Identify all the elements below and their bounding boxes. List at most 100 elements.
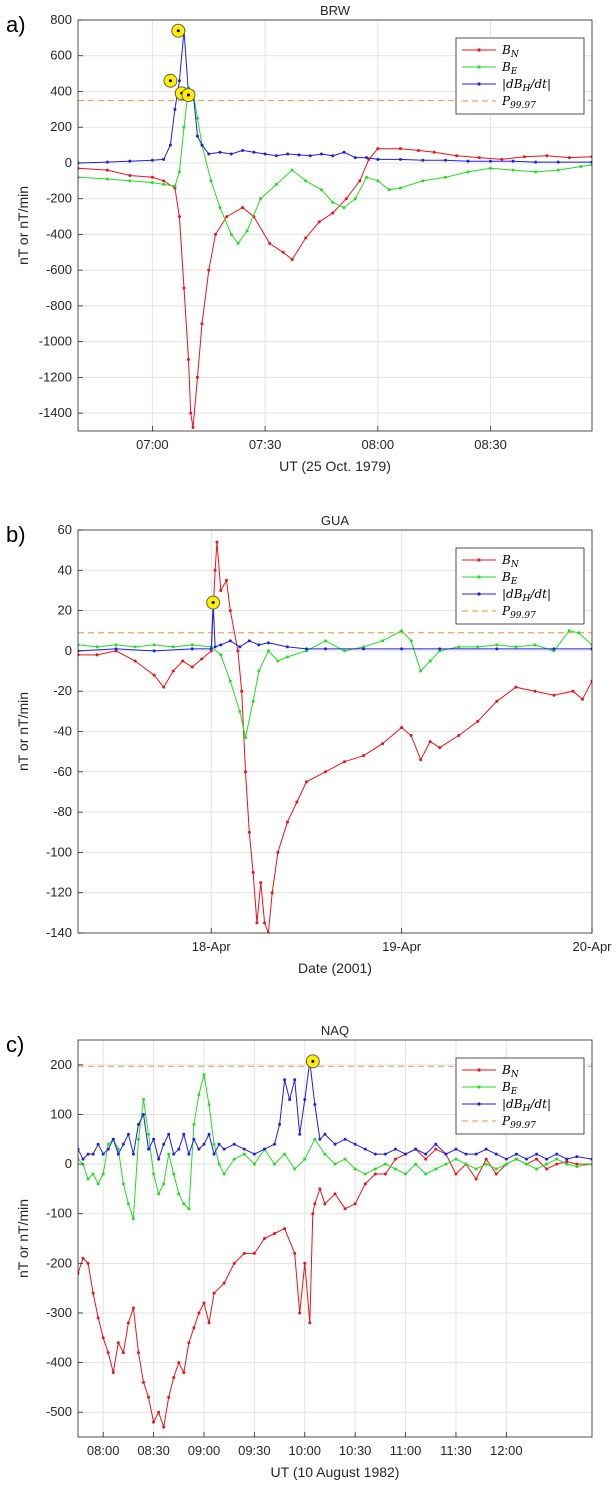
series-group (78, 540, 592, 933)
data-point-dBH (555, 1152, 559, 1156)
data-point-BN (318, 1187, 322, 1191)
data-point-BE (353, 1167, 357, 1171)
data-point-BE (142, 1098, 146, 1102)
data-point-dBH (91, 1152, 95, 1156)
data-point-dBH (273, 1142, 277, 1146)
data-point-dBH (212, 1152, 216, 1156)
data-point-BN (484, 1157, 488, 1161)
y-axis-label: nT or nT/min (15, 1199, 31, 1278)
data-point-BE (232, 1157, 236, 1161)
data-point-BN (162, 1425, 166, 1429)
data-point-dBH (331, 154, 335, 158)
y-tick-label: -120 (46, 885, 72, 900)
data-point-BN (232, 1261, 236, 1265)
data-point-dBH (286, 152, 290, 156)
x-tick-label: 19-Apr (382, 939, 422, 954)
data-point-BE (353, 197, 357, 201)
data-point-dBH (128, 159, 132, 163)
y-axis-label: nT or nT/min (15, 692, 31, 771)
data-point-BN (495, 699, 499, 703)
data-point-BE (514, 1157, 518, 1161)
y-tick-label: -200 (46, 1255, 72, 1270)
data-point-BN (317, 220, 321, 224)
data-point-dBH (106, 1147, 110, 1151)
data-point-BN (276, 850, 280, 854)
data-point-dBH (167, 1132, 171, 1136)
data-point-BE (398, 186, 402, 190)
data-point-BN (262, 1237, 266, 1240)
data-point-BE (444, 1162, 448, 1166)
data-point-BE (152, 1172, 156, 1176)
x-tick-label: 07:30 (249, 437, 282, 452)
data-point-BN (191, 425, 195, 429)
data-point-dBH (353, 1142, 357, 1146)
data-point-dBH (207, 152, 211, 156)
data-point-BE (222, 1172, 226, 1176)
data-point-dBH (298, 1132, 302, 1136)
data-point-BN (222, 1281, 226, 1285)
data-point-dBH (400, 647, 404, 651)
data-point-BE (219, 653, 223, 657)
data-point-BN (303, 1261, 307, 1265)
data-point-dBH (323, 1132, 327, 1136)
data-point-BE (81, 1162, 85, 1166)
data-point-dBH (152, 1137, 156, 1141)
data-point-dBH (438, 647, 442, 651)
data-point-dBH (308, 154, 312, 158)
data-point-dBH (111, 1137, 115, 1141)
data-point-BE (121, 1182, 125, 1186)
data-point-BE (152, 643, 156, 647)
data-point-BN (192, 1326, 196, 1330)
data-point-BN (331, 211, 335, 215)
data-point-dBH (232, 1142, 236, 1146)
data-point-BE (575, 1165, 579, 1169)
data-point-dBH (343, 1137, 347, 1141)
data-point-BE (414, 1162, 418, 1166)
data-point-BE (126, 1202, 130, 1206)
data-point-BE (274, 182, 278, 186)
panel-label: b) (6, 522, 26, 547)
data-point-dBH (318, 1137, 322, 1141)
data-point-dBH (217, 1142, 221, 1146)
data-point-dBH (511, 159, 515, 163)
data-point-BE (457, 645, 461, 649)
data-point-BE (474, 1167, 478, 1171)
data-point-BN (182, 286, 186, 290)
data-point-BN (298, 1311, 302, 1315)
data-point-BN (202, 1301, 206, 1305)
data-point-BN (575, 1162, 579, 1166)
data-point-dBH (96, 1142, 100, 1146)
data-point-BE (136, 1137, 140, 1141)
chart-title: NAQ (321, 1023, 349, 1038)
y-tick-label: -300 (46, 1305, 72, 1320)
data-point-BE (173, 184, 177, 188)
data-point-dBH (319, 152, 323, 156)
data-point-BE (162, 1182, 166, 1186)
data-point-BN (283, 1227, 287, 1231)
data-point-BN (171, 669, 175, 673)
data-point-dBH (209, 647, 213, 651)
data-point-BN (343, 760, 347, 764)
series-group (78, 1059, 592, 1429)
data-point-BE (133, 645, 137, 649)
data-point-BE (404, 1172, 408, 1176)
data-point-BN (126, 1321, 130, 1325)
data-point-dBH (404, 1152, 408, 1156)
y-tick-label: -400 (46, 226, 72, 241)
data-point-dBH (323, 647, 327, 651)
data-point-BN (432, 150, 436, 154)
data-point-dBH (177, 1147, 181, 1151)
data-point-BN (197, 1311, 201, 1315)
x-axis-label: UT (25 Oct. 1979) (279, 458, 391, 474)
data-point-dBH (142, 1112, 146, 1116)
data-point-dBH (247, 639, 251, 643)
data-point-BE (147, 1132, 151, 1136)
y-tick-label: 20 (58, 603, 72, 618)
data-point-dBH (293, 1078, 297, 1082)
data-point-BN (434, 1147, 438, 1151)
data-point-BE (489, 166, 493, 170)
data-point-BE (128, 179, 132, 183)
data-point-BE (91, 1172, 95, 1176)
data-point-BN (285, 820, 289, 824)
